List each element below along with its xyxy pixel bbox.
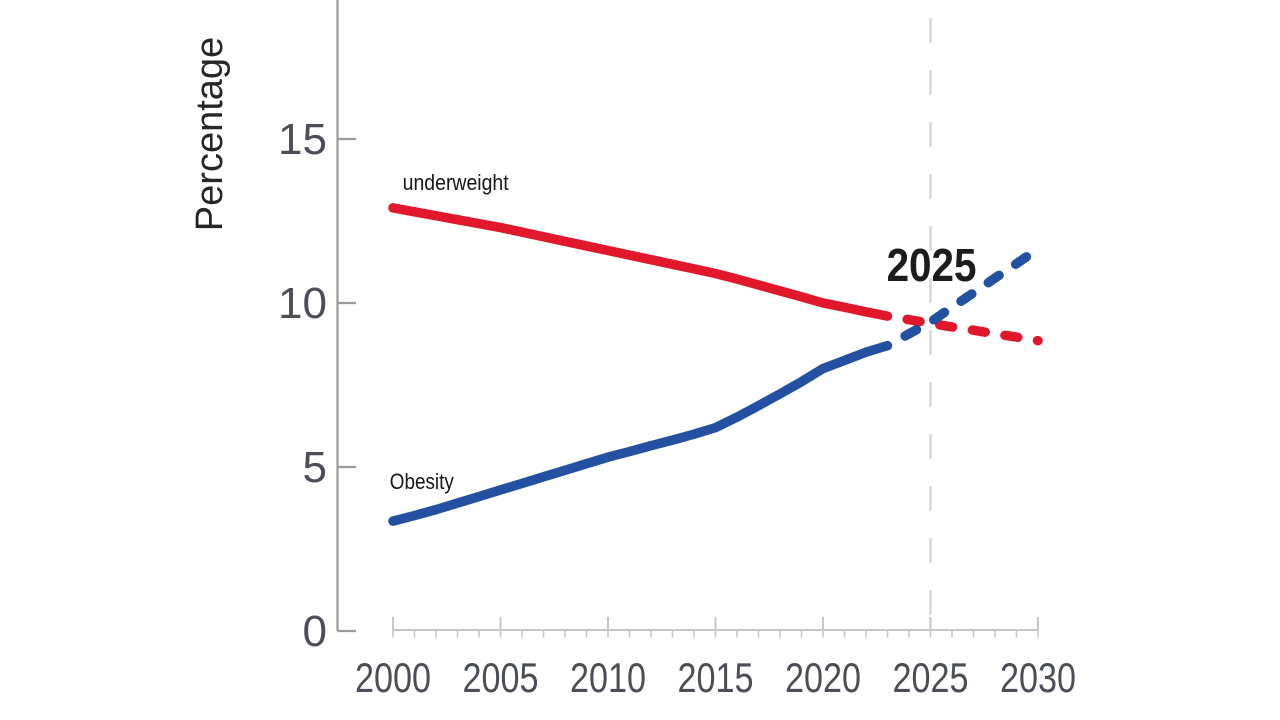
y-tick-label: 15 xyxy=(278,115,327,164)
obesity-projected-line xyxy=(882,244,1043,351)
annotation-2025: 2025 xyxy=(887,239,977,291)
x-tick-label: 2015 xyxy=(678,654,754,701)
series-label-obesity: Obesity xyxy=(390,469,454,494)
obesity-observed-line xyxy=(388,340,893,526)
x-tick-label: 2005 xyxy=(463,654,539,701)
x-tick-label: 2025 xyxy=(893,654,969,701)
underweight-projected-line xyxy=(882,311,1043,346)
x-tick-label: 2030 xyxy=(1000,654,1076,701)
y-tick-label: 0 xyxy=(303,607,327,656)
x-tick-label: 2010 xyxy=(570,654,646,701)
x-tick-label: 2000 xyxy=(355,654,431,701)
y-tick-label: 5 xyxy=(303,443,327,492)
underweight-observed-line xyxy=(388,203,893,321)
x-tick-label: 2020 xyxy=(785,654,861,701)
series-label-underweight: underweight xyxy=(403,170,509,195)
y-axis-title: Percentage xyxy=(189,37,231,231)
y-tick-label: 10 xyxy=(278,279,327,328)
